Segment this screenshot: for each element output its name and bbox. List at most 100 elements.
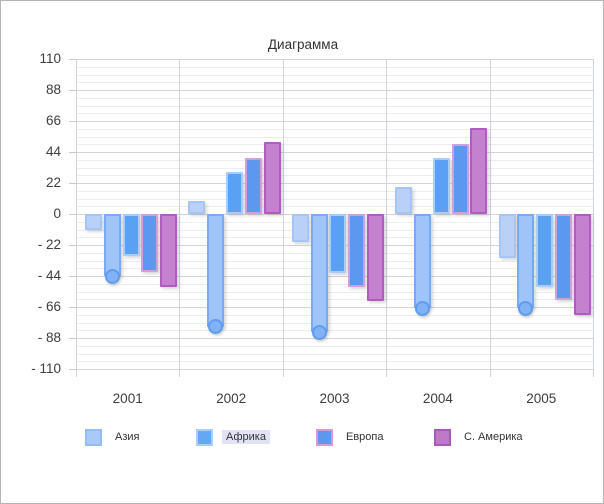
bar-Африка (selected)-2005[interactable] [517, 214, 535, 309]
major-gridline [76, 307, 593, 308]
legend-label-Азия: Азия [115, 431, 140, 443]
bar-Азия-2002[interactable] [188, 201, 206, 214]
y-axis-label: 110 [39, 51, 61, 66]
minor-gridline [76, 167, 593, 169]
major-gridline [76, 90, 593, 91]
bar-Африка-2005[interactable] [536, 214, 554, 288]
vertical-gridline [593, 59, 594, 377]
drag-handle-2005[interactable] [518, 300, 534, 316]
minor-gridline [76, 159, 593, 161]
x-axis-label-2003: 2003 [319, 391, 350, 406]
bar-Азия-2001[interactable] [85, 214, 102, 230]
chart-title: Диаграмма [267, 37, 339, 52]
minor-gridline [76, 105, 593, 107]
bar-Африка (selected)-2001[interactable] [103, 214, 121, 276]
vertical-gridline [489, 59, 491, 377]
legend-label-С. Америка: С. Америка [464, 431, 523, 443]
bar-С. Америка-2002[interactable] [263, 142, 281, 214]
x-axis-label-2004: 2004 [422, 391, 453, 406]
y-axis-tick [69, 369, 76, 370]
bar-Европа-2003[interactable] [348, 214, 366, 288]
minor-gridline [76, 190, 593, 192]
minor-gridline [76, 299, 593, 301]
y-axis-tick [69, 152, 76, 153]
minor-gridline [76, 66, 593, 68]
bar-Европа-2001[interactable] [141, 214, 159, 272]
legend-swatch-Азия [85, 428, 102, 446]
minor-gridline [76, 314, 593, 316]
minor-gridline [76, 175, 593, 177]
legend-swatch-С. Америка [434, 428, 451, 446]
bar-С. Америка-2005[interactable] [573, 214, 591, 316]
bar-Африка-2002[interactable] [226, 171, 243, 214]
bar-Азия-2005[interactable] [498, 214, 516, 258]
y-axis-tick [69, 338, 76, 339]
minor-gridline [76, 74, 593, 76]
major-gridline [76, 121, 593, 122]
bar-Африка-2004[interactable] [432, 157, 450, 214]
legend-swatch-Африка [196, 428, 213, 446]
bar-Европа-2004[interactable] [451, 143, 469, 214]
minor-gridline [76, 330, 593, 332]
vertical-gridline [76, 59, 77, 377]
y-axis-label: 44 [45, 144, 61, 159]
y-axis-tick [69, 183, 76, 184]
vertical-gridline [179, 59, 181, 377]
minor-gridline [76, 322, 593, 324]
y-axis-label: - 88 [37, 330, 61, 345]
y-axis-label: - 44 [37, 268, 61, 283]
drag-handle-2001[interactable] [104, 268, 120, 284]
y-axis-label: 22 [45, 175, 61, 190]
major-gridline [76, 369, 593, 370]
bar-Азия-2004[interactable] [395, 187, 413, 214]
bar-Азия-2003[interactable] [291, 214, 309, 243]
x-axis-label-2001: 2001 [112, 391, 143, 406]
minor-gridline [76, 136, 593, 138]
major-gridline [76, 276, 593, 277]
y-axis-label: 0 [53, 206, 61, 221]
bar-Африка (selected)-2004[interactable] [414, 214, 431, 309]
y-axis-tick [69, 121, 76, 122]
legend-item-Азия[interactable]: Азия [85, 427, 143, 447]
bar-Европа-2002[interactable] [244, 157, 262, 214]
bar-С. Америка-2003[interactable] [367, 214, 384, 302]
plot-area [76, 59, 594, 377]
legend-label-Африка: Африка [222, 430, 270, 444]
vertical-gridline [386, 59, 388, 377]
legend-item-С. Америка[interactable]: С. Америка [434, 427, 527, 447]
x-axis-label-2005: 2005 [526, 391, 557, 406]
bar-Африка (selected)-2002[interactable] [207, 214, 225, 327]
y-axis-tick [69, 245, 76, 246]
drag-handle-2004[interactable] [415, 300, 430, 316]
y-axis-label: 88 [45, 82, 61, 97]
major-gridline [76, 152, 593, 153]
x-axis-label-2002: 2002 [216, 391, 247, 406]
minor-gridline [76, 206, 593, 208]
drag-handle-2003[interactable] [311, 324, 327, 340]
minor-gridline [76, 361, 593, 363]
minor-gridline [76, 291, 593, 293]
bar-Африка-2003[interactable] [329, 214, 347, 274]
minor-gridline [76, 97, 593, 99]
legend-item-Африка[interactable]: Африка [196, 427, 270, 447]
bar-С. Америка-2001[interactable] [160, 214, 178, 288]
minor-gridline [76, 283, 593, 285]
minor-gridline [76, 113, 593, 115]
legend-item-Европа[interactable]: Европа [316, 427, 388, 447]
bar-Европа-2005[interactable] [555, 214, 572, 300]
minor-gridline [76, 353, 593, 355]
minor-gridline [76, 198, 593, 200]
y-axis-label: - 110 [31, 361, 61, 376]
minor-gridline [76, 82, 593, 84]
y-axis-label: - 66 [37, 299, 61, 314]
y-axis-tick [69, 307, 76, 308]
bar-Африка (selected)-2003[interactable] [310, 214, 328, 333]
y-axis-tick [69, 90, 76, 91]
legend-label-Европа: Европа [346, 431, 384, 443]
y-axis-label: 66 [45, 113, 61, 128]
drag-handle-2002[interactable] [208, 319, 224, 335]
minor-gridline [76, 128, 593, 130]
bar-Африка-2001[interactable] [122, 214, 140, 257]
bar-С. Америка-2004[interactable] [470, 128, 488, 214]
